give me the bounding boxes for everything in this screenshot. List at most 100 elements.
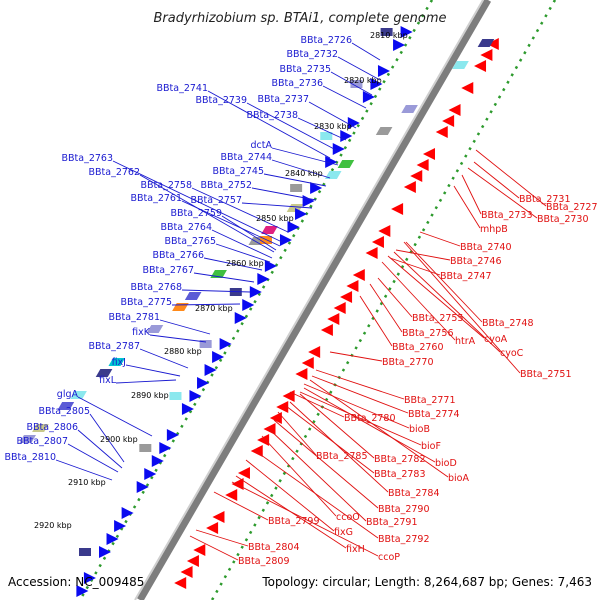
gene-box — [286, 204, 304, 212]
forward-label-leader — [322, 85, 367, 109]
forward-label-leader — [77, 396, 153, 437]
reverse-gene-label: BBta_2782 — [374, 454, 426, 465]
reverse-label-leader — [419, 231, 461, 247]
reverse-gene-arrow — [206, 522, 219, 534]
forward-label-leader — [246, 102, 337, 151]
forward-gene-label: BBta_2768 — [130, 282, 182, 293]
reverse-gene-arrow — [352, 269, 365, 281]
forward-label-leader — [297, 117, 347, 141]
tick-label: 2860 kbp — [226, 259, 264, 268]
reverse-label-leader — [311, 375, 409, 414]
reverse-label-leader — [277, 411, 317, 456]
reverse-gene-label: bioF — [421, 441, 441, 452]
reverse-label-leader — [267, 427, 367, 522]
tick-label: 2810 kbp — [370, 31, 408, 40]
reverse-label-leader — [389, 257, 441, 276]
forward-gene-arrow — [144, 468, 157, 480]
forward-gene-label: BBta_2764 — [160, 222, 212, 233]
forward-gene-label: BBta_2781 — [108, 312, 160, 323]
forward-gene-label: BBta_2757 — [190, 195, 242, 206]
reverse-label-leader — [387, 255, 485, 339]
gene-box — [337, 160, 355, 168]
reverse-gene-label: BBta_2783 — [374, 469, 426, 480]
gene-box — [452, 61, 469, 69]
forward-label-leader — [191, 187, 289, 233]
reverse-label-leader — [213, 491, 269, 521]
reverse-gene-arrow — [423, 148, 435, 160]
reverse-gene-label: BBta_2774 — [408, 409, 460, 420]
forward-gene-label: dctA — [251, 140, 273, 151]
reverse-gene-label: fixH — [346, 544, 365, 555]
reverse-gene-arrow — [225, 489, 238, 501]
forward-label-leader — [271, 147, 339, 166]
reverse-gene-label: BBta_2747 — [440, 271, 492, 282]
forward-gene-label: BBta_2767 — [142, 265, 194, 276]
forward-label-leader — [139, 348, 189, 369]
tick-label: 2850 kbp — [256, 214, 294, 223]
forward-gene-label: BBta_2805 — [38, 406, 90, 417]
gene-box — [79, 548, 91, 556]
forward-gene-arrow — [83, 572, 96, 584]
forward-gene-arrow — [377, 65, 390, 77]
reverse-gene-arrow — [474, 60, 487, 72]
reverse-gene-arrow — [269, 412, 282, 424]
reverse-gene-label: fixG — [334, 527, 353, 538]
reverse-gene-label: ccoO — [336, 512, 360, 523]
forward-label-leader — [211, 229, 273, 259]
gene-features — [19, 26, 499, 597]
reverse-gene-label: BBta_2740 — [460, 242, 512, 253]
forward-gene-arrow — [189, 390, 202, 402]
reverse-gene-arrow — [486, 38, 499, 50]
forward-gene-label: BBta_2736 — [271, 78, 323, 89]
forward-gene-arrow — [257, 273, 270, 285]
tick-label: 2830 kbp — [314, 122, 352, 131]
reverse-gene-label: cyoC — [500, 348, 524, 359]
reverse-gene-label: BBta_2733 — [481, 210, 533, 221]
tick-labels: 2810 kbp 2820 kbp 2830 kbp 2840 kbp 2850 kbp… — [34, 31, 408, 530]
forward-gene-arrow — [121, 507, 134, 519]
tick-label: 2870 kbp — [195, 304, 233, 313]
forward-gene-label: BBta_2745 — [212, 166, 264, 177]
reverse-gene-label: BBta_2785 — [316, 451, 368, 462]
forward-gene-arrow — [99, 546, 111, 558]
reverse-gene-arrow — [391, 203, 404, 215]
forward-gene-label: BBta_2739 — [195, 95, 247, 106]
tick-label: 2920 kbp — [34, 521, 72, 530]
forward-label-leader — [271, 159, 331, 179]
reverse-gene-label: htrA — [455, 336, 476, 347]
forward-gene-arrow — [264, 260, 277, 272]
reverse-gene-arrow — [174, 577, 187, 589]
reverse-label-leader — [377, 277, 413, 318]
reverse-gene-arrow — [320, 324, 333, 336]
forward-label-leader — [203, 257, 263, 271]
reverse-gene-label: BBta_2792 — [378, 534, 430, 545]
forward-gene-arrow — [295, 208, 308, 220]
reverse-label-leader — [475, 149, 547, 207]
reverse-gene-label: BBta_2804 — [248, 542, 300, 553]
tick-label: 2880 kbp — [164, 347, 202, 356]
forward-gene-arrow — [212, 351, 225, 363]
reverse-label-leader — [405, 241, 483, 323]
gene-box — [290, 184, 303, 192]
forward-gene-arrow — [76, 585, 89, 597]
gene-box — [169, 392, 182, 400]
forward-label-leader — [193, 272, 255, 283]
reverse-gene-arrow — [371, 236, 384, 248]
forward-label-leader — [149, 334, 207, 343]
gene-box — [261, 226, 278, 234]
forward-gene-label: BBta_2741 — [156, 83, 208, 94]
reverse-label-leader — [473, 161, 520, 199]
reverse-label-leader — [315, 369, 405, 400]
forward-gene-label: BBta_2738 — [246, 110, 298, 121]
forward-gene-arrow — [136, 481, 149, 493]
reverse-gene-label: mhpB — [480, 224, 508, 235]
reverse-gene-arrow — [480, 49, 493, 61]
forward-gene-arrow — [114, 520, 127, 532]
reverse-label-leader — [245, 459, 335, 532]
map-title: Bradyrhizobium sp. BTAi1, complete genom… — [153, 11, 446, 26]
forward-gene-label: BBta_2752 — [200, 180, 252, 191]
forward-gene-arrow — [347, 117, 360, 129]
reverse-gene-label: BBta_2791 — [366, 517, 418, 528]
forward-label-leader — [337, 56, 381, 81]
